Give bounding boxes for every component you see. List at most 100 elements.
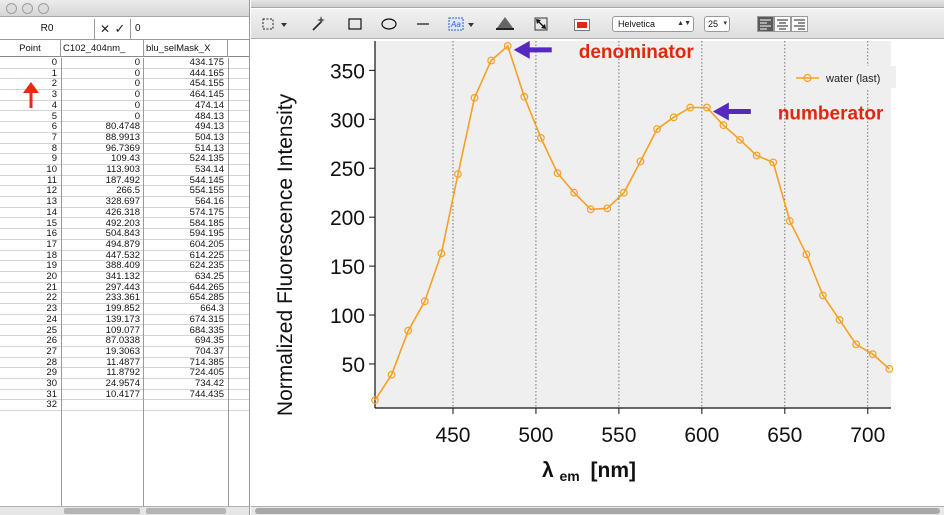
cell-c102[interactable]: 341.132 — [105, 272, 140, 282]
cell-blu[interactable]: 594.195 — [189, 229, 224, 240]
cell-blu[interactable]: 694.35 — [194, 336, 224, 347]
cell-point[interactable]: 18 — [46, 250, 57, 261]
cell-blu[interactable]: 454.155 — [189, 79, 224, 90]
cell-point[interactable]: 28 — [46, 357, 57, 368]
cell-blu[interactable]: 704.37 — [194, 346, 224, 357]
table-row[interactable]: 4 0 474.14 — [0, 100, 249, 112]
cell-point[interactable]: 31 — [46, 389, 57, 400]
cell-blu[interactable]: 514.13 — [194, 143, 224, 154]
cell-c102[interactable]: 96.7369 — [105, 143, 140, 154]
cell-c102[interactable]: 11.4877 — [106, 357, 140, 368]
cell-point[interactable]: 20 — [46, 272, 57, 282]
cell-c102[interactable]: 80.4748 — [105, 122, 140, 133]
table-horizontal-scrollbar[interactable] — [0, 506, 249, 515]
cell-c102[interactable]: 328.697 — [105, 197, 140, 208]
minimize-window-icon[interactable] — [22, 3, 33, 14]
cell-blu[interactable] — [144, 400, 226, 411]
cell-blu[interactable]: 434.175 — [189, 58, 224, 68]
cell-point[interactable]: 29 — [46, 368, 57, 379]
cell-blu[interactable]: 554.155 — [189, 186, 224, 197]
cell-c102[interactable]: 0 — [134, 100, 140, 111]
cell-point[interactable]: 15 — [46, 218, 57, 229]
cell-blu[interactable]: 674.315 — [189, 314, 224, 325]
cell-point[interactable]: 5 — [51, 111, 57, 122]
cell-point[interactable]: 16 — [46, 229, 57, 240]
cell-blu[interactable]: 524.135 — [189, 154, 224, 165]
cell-blu[interactable]: 574.175 — [189, 207, 224, 218]
cell-point[interactable]: 11 — [47, 175, 57, 186]
magic-wand-icon[interactable] — [309, 15, 327, 33]
table-row[interactable]: 17 494.879 604.205 — [0, 239, 249, 251]
cancel-entry-icon[interactable]: ✕ — [99, 22, 111, 36]
table-row[interactable]: 8 96.7369 514.13 — [0, 143, 249, 155]
resize-arrows-icon[interactable] — [532, 15, 550, 33]
cell-point[interactable]: 0 — [51, 58, 57, 68]
cell-blu[interactable]: 684.335 — [189, 325, 224, 336]
cell-point[interactable]: 3 — [51, 90, 57, 101]
table-row[interactable]: 24 139.173 674.315 — [0, 314, 249, 326]
cell-c102[interactable]: 19.3063 — [105, 346, 140, 357]
table-row[interactable]: 19 388.409 624.235 — [0, 261, 249, 272]
cell-c102[interactable]: 10.4177 — [105, 389, 140, 400]
fill-color-swatch[interactable] — [574, 19, 590, 31]
cell-point[interactable]: 22 — [46, 293, 57, 304]
table-row[interactable]: 10 113.903 534.14 — [0, 165, 249, 176]
cell-c102[interactable]: 0 — [134, 111, 140, 122]
table-row[interactable]: 30 24.9574 734.42 — [0, 379, 249, 390]
cell-c102[interactable]: 113.903 — [106, 165, 140, 175]
cell-point[interactable]: 1 — [51, 68, 57, 79]
table-row[interactable]: 27 19.3063 704.37 — [0, 346, 249, 358]
cell-point[interactable]: 26 — [46, 336, 57, 347]
cell-blu[interactable]: 444.165 — [189, 68, 224, 79]
cell-c102[interactable]: 187.492 — [105, 175, 140, 186]
cell-blu[interactable]: 614.225 — [189, 250, 224, 261]
table-row[interactable]: 32 — [0, 400, 249, 412]
table-row[interactable]: 15 492.203 584.185 — [0, 218, 249, 230]
cell-c102[interactable]: 109.077 — [105, 325, 140, 336]
table-row[interactable]: 25 109.077 684.335 — [0, 325, 249, 337]
draw-order-icon[interactable] — [493, 15, 517, 33]
cell-c102[interactable]: 0 — [134, 90, 140, 101]
table-row[interactable]: 20 341.132 634.25 — [0, 272, 249, 283]
cell-blu[interactable]: 584.185 — [189, 218, 224, 229]
cell-point[interactable]: 14 — [46, 207, 57, 218]
cell-c102[interactable]: 426.318 — [105, 207, 140, 218]
table-row[interactable]: 3 0 464.145 — [0, 90, 249, 101]
cell-blu[interactable]: 734.42 — [194, 379, 224, 389]
text-tool-icon[interactable]: Aa — [447, 15, 477, 33]
cell-point[interactable]: 9 — [51, 154, 57, 165]
cell-blu[interactable]: 714.385 — [189, 357, 224, 368]
align-right-button[interactable] — [791, 16, 808, 32]
cell-point[interactable]: 17 — [46, 239, 57, 250]
cell-point[interactable]: 23 — [46, 304, 57, 315]
cell-c102[interactable]: 139.173 — [105, 314, 140, 325]
cell-blu[interactable]: 474.14 — [194, 100, 224, 111]
cell-point[interactable]: 8 — [51, 143, 57, 154]
cell-c102[interactable] — [62, 400, 142, 411]
cell-point[interactable]: 32 — [46, 400, 57, 411]
table-row[interactable]: 6 80.4748 494.13 — [0, 122, 249, 133]
font-select[interactable]: Helvetica ▲▼ — [612, 16, 694, 32]
cell-c102[interactable]: 109.43 — [110, 154, 140, 165]
cell-point[interactable]: 24 — [46, 314, 57, 325]
cell-c102[interactable]: 0 — [134, 68, 140, 79]
cell-blu[interactable]: 724.405 — [189, 368, 224, 379]
cell-c102[interactable]: 492.203 — [105, 218, 140, 229]
table-row[interactable]: 22 233.361 654.285 — [0, 293, 249, 305]
cell-c102[interactable]: 11.8792 — [106, 368, 140, 379]
cell-blu[interactable]: 464.145 — [189, 90, 224, 101]
cell-point[interactable]: 12 — [46, 186, 57, 197]
cell-point[interactable]: 4 — [51, 100, 57, 111]
cell-blu[interactable]: 634.25 — [194, 272, 224, 282]
cell-c102[interactable]: 266.5 — [116, 186, 140, 197]
cell-point[interactable]: 7 — [51, 132, 57, 143]
cell-blu[interactable]: 534.14 — [194, 165, 224, 175]
cell-blu[interactable]: 644.265 — [189, 282, 224, 293]
scrollbar-thumb[interactable] — [146, 508, 226, 514]
cell-c102[interactable]: 233.361 — [105, 293, 140, 304]
table-row[interactable]: 21 297.443 644.265 — [0, 282, 249, 294]
scrollbar-thumb[interactable] — [64, 508, 140, 514]
accept-entry-icon[interactable]: ✓ — [114, 21, 126, 36]
cell-point[interactable]: 2 — [51, 79, 57, 90]
cell-c102[interactable]: 199.852 — [105, 304, 140, 315]
